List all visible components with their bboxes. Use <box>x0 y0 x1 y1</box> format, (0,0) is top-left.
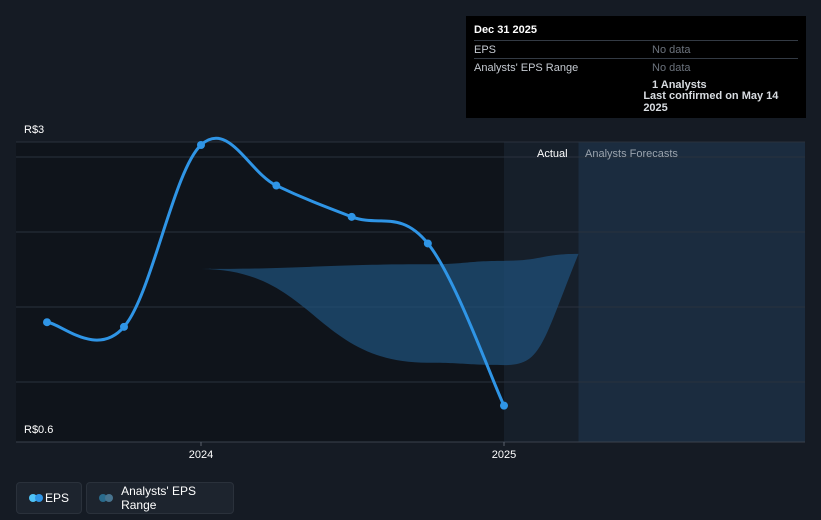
tooltip-eps-label: EPS <box>474 43 497 56</box>
tooltip-range-label: Analysts' EPS Range <box>474 61 579 74</box>
eps-point-1 <box>120 322 128 331</box>
tooltip-eps-value: No data <box>652 43 691 56</box>
forecast-background <box>578 142 805 442</box>
legend-range-label: Analysts' EPS Range <box>121 484 197 512</box>
x-tick-label-2025: 2025 <box>491 449 517 461</box>
tooltip-panel: Dec 31 2025 EPS No data Analysts' EPS Ra… <box>466 16 806 118</box>
legend-item-eps[interactable]: EPS <box>16 482 82 514</box>
x-tick-label-2024: 2024 <box>188 449 214 461</box>
tooltip-range-value: No data <box>652 61 691 74</box>
eps-point-6 <box>500 401 508 410</box>
eps-range-band <box>47 253 579 366</box>
legend-eps-label: EPS <box>44 491 69 505</box>
legend-item-range[interactable]: Analysts' EPS Range <box>86 482 234 514</box>
y-tick-label-bottom: R$0.6 <box>24 424 54 436</box>
eps-point-0 <box>43 318 51 327</box>
actual-region-label: Actual <box>537 148 568 160</box>
eps-point-2 <box>197 141 205 149</box>
tooltip-last-confirmed: Last confirmed on May 14 2025 <box>643 89 779 114</box>
tooltip-analysts-count: 1 Analysts <box>652 78 707 91</box>
eps-point-3 <box>272 181 281 190</box>
y-tick-label-top: R$3 <box>24 124 45 136</box>
range-legend-icon <box>99 494 113 502</box>
tooltip-date: Dec 31 2025 <box>474 24 537 36</box>
eps-point-5 <box>423 239 432 248</box>
eps-legend-icon <box>29 494 43 502</box>
forecast-region-label: Analysts Forecasts <box>585 148 678 160</box>
eps-point-4 <box>347 212 356 221</box>
